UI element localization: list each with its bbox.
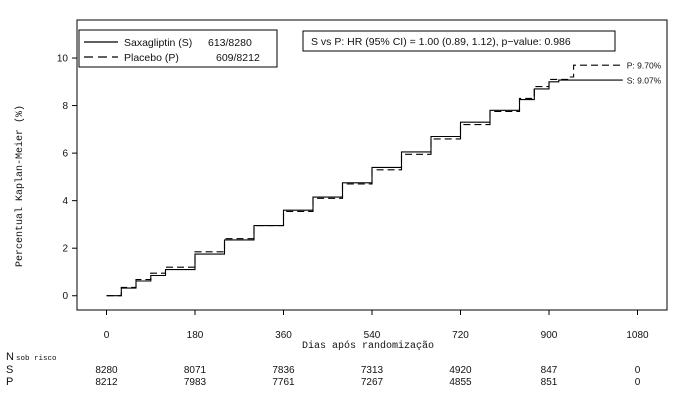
risk-value-p-1080: 0 <box>635 377 641 388</box>
risk-value-s-720: 4920 <box>449 365 472 376</box>
risk-value-p-900: 851 <box>541 377 558 388</box>
risk-subheader: sob risco <box>16 355 57 363</box>
x-tick-label-180: 180 <box>187 330 204 341</box>
y-tick-label-8: 8 <box>62 101 68 112</box>
hr-annotation: S vs P: HR (95% CI) = 1.00 (0.89, 1.12),… <box>302 30 616 52</box>
x-tick-label-720: 720 <box>452 330 469 341</box>
end-label-saxagliptin: S: 9.07% <box>627 76 662 86</box>
risk-value-s-180: 8071 <box>184 365 207 376</box>
risk-value-s-540: 7313 <box>361 365 384 376</box>
hr-annotation-box <box>302 30 616 52</box>
y-tick-label-4: 4 <box>62 196 68 207</box>
risk-value-p-0: 8212 <box>95 377 118 388</box>
risk-table: N sob risco S P 8280 8071 7836 7313 4920 847 0… <box>6 351 641 388</box>
x-tick-label-540: 540 <box>364 330 381 341</box>
risk-value-s-360: 7836 <box>272 365 295 376</box>
risk-value-s-1080: 0 <box>635 365 641 376</box>
series-group: S: 9.07% P: 9.70% <box>106 61 662 297</box>
legend-events-p: 609/8212 <box>216 52 260 64</box>
legend-name-p: Placebo (P) <box>124 52 179 64</box>
end-label-placebo: P: 9.70% <box>627 61 662 71</box>
risk-value-p-360: 7761 <box>272 377 295 388</box>
risk-value-p-540: 7267 <box>361 377 384 388</box>
y-axis: 0 2 4 6 8 10 <box>57 54 77 302</box>
legend-events-s: 613/8280 <box>208 37 252 49</box>
x-axis-label: Dias após randomização <box>302 340 434 352</box>
y-tick-label-10: 10 <box>57 54 69 65</box>
x-tick-label-0: 0 <box>104 330 110 341</box>
risk-row-label-p: P <box>6 376 13 388</box>
x-axis: 0 180 360 540 720 900 1080 <box>104 310 649 341</box>
risk-value-p-180: 7983 <box>184 377 207 388</box>
hr-annotation-text: S vs P: HR (95% CI) = 1.00 (0.89, 1.12),… <box>311 36 571 48</box>
risk-header-n: N <box>6 351 14 363</box>
series-line-placebo <box>106 64 623 297</box>
x-tick-label-1080: 1080 <box>626 330 649 341</box>
risk-value-s-0: 8280 <box>95 365 118 376</box>
risk-value-s-900: 847 <box>541 365 558 376</box>
legend: Saxagliptin (S) 613/8280 Placebo (P) 609… <box>78 29 278 68</box>
x-tick-label-360: 360 <box>275 330 292 341</box>
x-tick-label-900: 900 <box>541 330 558 341</box>
legend-box <box>78 29 278 68</box>
y-tick-label-0: 0 <box>62 291 68 302</box>
series-line-saxagliptin <box>106 79 623 297</box>
y-tick-label-2: 2 <box>62 244 68 255</box>
risk-row-label-s: S <box>6 364 13 376</box>
y-tick-label-6: 6 <box>62 149 68 160</box>
legend-name-s: Saxagliptin (S) <box>124 37 192 49</box>
y-axis-label: Percentual Kaplan-Meier (%) <box>14 105 26 267</box>
risk-value-p-720: 4855 <box>449 377 472 388</box>
